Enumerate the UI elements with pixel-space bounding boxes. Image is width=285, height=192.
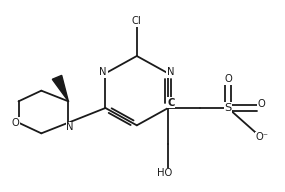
Text: N: N	[66, 122, 74, 132]
Text: O: O	[224, 74, 232, 84]
Text: O: O	[11, 118, 19, 128]
Text: Cl: Cl	[132, 16, 142, 26]
Text: C: C	[167, 98, 175, 108]
Text: O: O	[258, 99, 266, 109]
Text: N: N	[99, 67, 107, 77]
Text: N: N	[167, 67, 174, 77]
Text: S: S	[224, 103, 232, 113]
Text: O⁻: O⁻	[255, 132, 268, 142]
Text: HO: HO	[157, 168, 172, 178]
Polygon shape	[52, 75, 68, 101]
